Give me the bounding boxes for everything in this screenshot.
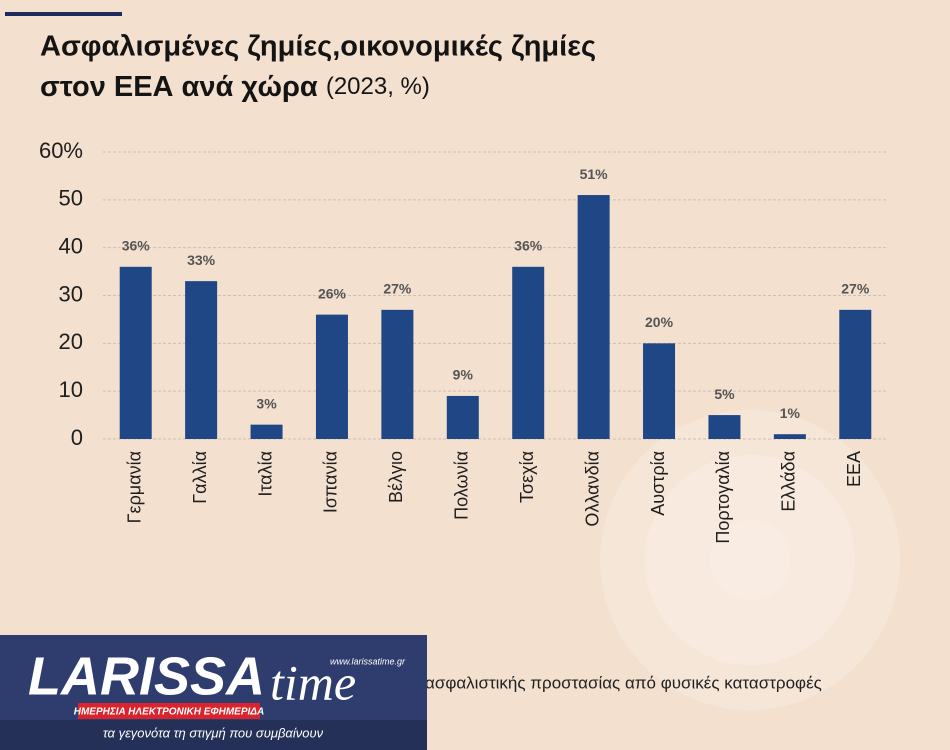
x-tick-label: Αυστρία — [648, 451, 668, 516]
x-tick-label: Πολωνία — [452, 451, 472, 520]
logo-tag-bg — [78, 703, 260, 719]
value-label: 27% — [841, 281, 870, 297]
value-label: 27% — [383, 281, 412, 297]
bar — [381, 309, 414, 439]
logo-slogan: τα γεγονότα τη στιγμή που συμβαίνουν — [103, 725, 324, 740]
decor-circle — [710, 520, 790, 600]
y-tick-label: 0 — [71, 425, 83, 450]
value-label: 51% — [580, 166, 609, 182]
y-tick-label: 40 — [59, 233, 83, 258]
chart-subtitle: (2023, %) — [326, 73, 430, 100]
value-label: 1% — [780, 405, 801, 421]
x-tick-label: Τσεχία — [517, 451, 537, 503]
value-label: 5% — [714, 386, 735, 402]
logo-url: www.larissatime.gr — [330, 656, 406, 666]
x-tick-label: Βέλγιο — [386, 451, 406, 503]
bar — [512, 266, 545, 439]
x-tick-label: Ισπανία — [321, 451, 341, 513]
logo: LARISSA time www.larissatime.gr ΗΜΕΡΗΣΙΑ… — [0, 635, 427, 750]
value-label: 9% — [453, 367, 474, 383]
bar — [839, 309, 872, 439]
value-label: 33% — [187, 252, 216, 268]
y-tick-label: 10 — [59, 377, 83, 402]
logo-time: time — [270, 654, 356, 710]
bar — [315, 314, 348, 439]
logo-tagline: ΗΜΕΡΗΣΙΑ ΗΛΕΚΤΡΟΝΙΚΗ ΕΦΗΜΕΡΙΔΑ — [74, 707, 264, 718]
value-label: 36% — [514, 238, 543, 254]
value-label: 36% — [122, 238, 151, 254]
y-tick-label: 20 — [59, 329, 83, 354]
chart-title-2: στον ΕΕΑ ανά χώρα — [40, 71, 318, 103]
bar — [185, 281, 218, 439]
bar — [119, 266, 152, 439]
x-tick-label: Γερμανία — [124, 451, 144, 523]
x-tick-label: Ελλάδα — [779, 451, 799, 512]
logo-name: LARISSA — [28, 646, 265, 706]
value-label: 3% — [256, 395, 277, 411]
y-tick-label: 60% — [39, 138, 83, 163]
x-tick-label: Πορτογαλία — [713, 451, 733, 544]
y-tick-label: 30 — [59, 281, 83, 306]
x-tick-label: ΕΕΑ — [844, 451, 864, 487]
x-tick-label: Ιταλία — [255, 451, 275, 497]
bar — [446, 395, 479, 439]
bar — [250, 424, 283, 439]
value-label: 20% — [645, 314, 674, 330]
x-tick-label: Ολλανδία — [582, 451, 602, 527]
bar — [643, 343, 676, 439]
chart-title: Ασφαλισμένες ζημίες,οικονομικές ζημίες — [40, 31, 596, 63]
bar — [773, 434, 806, 439]
x-tick-label: Γαλλία — [190, 451, 210, 504]
bar — [708, 415, 741, 439]
y-tick-label: 50 — [59, 186, 83, 211]
value-label: 26% — [318, 285, 347, 301]
source-note: ασφαλιστικής προστασίας από φυσικές κατα… — [425, 673, 822, 692]
bar — [577, 195, 610, 439]
chart-title-line: στον ΕΕΑ ανά χώρα (2023, %) — [40, 71, 430, 103]
